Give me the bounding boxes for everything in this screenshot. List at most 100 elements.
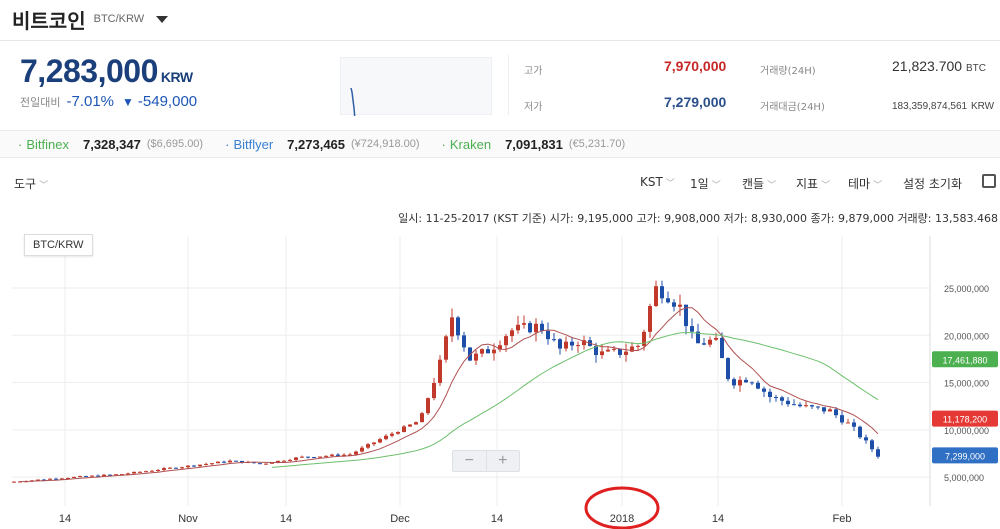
current-price: 7,283,000 KRW [20, 53, 193, 90]
x-tick-label: Dec [390, 513, 410, 525]
candle-body [510, 330, 514, 337]
chart-svg[interactable]: 14 Nov 14 Dec 14 2018 14 Feb 5,000,000 10,000,000… [0, 226, 1000, 529]
candle-body [486, 349, 490, 354]
candle-body [96, 475, 100, 477]
candle-body [852, 422, 856, 427]
coin-select-dropdown[interactable] [156, 15, 169, 23]
candle-body [822, 407, 826, 412]
price-tag-label: 7,299,000 [945, 451, 985, 461]
candle-body [210, 463, 214, 465]
candle-body [396, 432, 400, 434]
zoom-control: − + [452, 450, 520, 472]
candle-body [408, 424, 412, 427]
price-panel: 7,283,000 KRW 전일대비 -7.01% ▼ -549,000 고가 7… [0, 40, 1000, 121]
price-tag [932, 410, 998, 427]
indicator-menu[interactable]: 지표 ﹀ [796, 175, 830, 192]
exchange-name: Kraken [449, 136, 492, 152]
highlight-circle [584, 486, 660, 529]
candle-body [570, 341, 574, 346]
candle-body [360, 447, 364, 452]
candle-body [78, 476, 82, 478]
candle-body [174, 467, 178, 469]
candle-body [420, 413, 424, 423]
candle-body [264, 463, 268, 465]
high-label-text: 고가 [524, 66, 543, 77]
candle-body [702, 343, 706, 345]
candle-body [306, 456, 310, 458]
candle-body [426, 398, 430, 414]
candle-body [756, 382, 760, 389]
candle-body [384, 435, 388, 440]
chevron-down-icon: ﹀ [767, 181, 777, 191]
value-label: 거래대금(24H) [760, 97, 825, 113]
timezone-select[interactable]: KST ﹀ [640, 175, 675, 189]
theme-label: 테마 [848, 177, 871, 191]
current-price-unit: KRW [160, 69, 193, 85]
y-tick-label: 20,000,000 [944, 331, 989, 341]
candle-body [624, 351, 628, 355]
candle-body [48, 478, 52, 480]
candle-body [630, 346, 634, 352]
candle-body [414, 422, 418, 425]
chart-type-select[interactable]: 캔들 ﹀ [742, 175, 776, 192]
y-tick-label: 15,000,000 [944, 379, 989, 389]
fullscreen-icon[interactable] [982, 174, 996, 188]
trade-value-unit: KRW [970, 101, 995, 112]
candle-body [666, 298, 670, 303]
candle-body [726, 358, 730, 380]
candle-body [780, 397, 784, 401]
interval-select[interactable]: 1일 ﹀ [690, 175, 721, 192]
exchange-bitfinex[interactable]: · Bitfinex 7,328,347 ($6,695.00) [18, 137, 203, 152]
candle-body [282, 460, 286, 462]
candle-body [126, 473, 130, 475]
candle-body [336, 454, 340, 456]
price-chart[interactable]: 14 Nov 14 Dec 14 2018 14 Feb 5,000,000 10,000,000… [0, 226, 1000, 529]
candle-body [552, 339, 556, 341]
reset-settings-button[interactable]: 설정 초기화 [903, 177, 963, 191]
candle-body [228, 460, 232, 463]
candle-body [108, 474, 112, 476]
divider [508, 55, 509, 115]
zoom-out-button[interactable]: − [453, 451, 487, 471]
price-tag-label: 11,178,200 [943, 415, 987, 425]
candle-body [516, 324, 520, 331]
candle-body [90, 475, 94, 477]
candle-body [576, 345, 580, 347]
interval-label: 1일 [690, 177, 709, 191]
candle-body [72, 476, 76, 478]
candle-body [642, 331, 646, 346]
exchange-bitflyer[interactable]: · Bitflyer 7,273,465 (¥724,918.00) [225, 137, 419, 152]
candle-body [792, 404, 796, 406]
candle-body [582, 340, 586, 346]
chart-legend: BTC/KRW [24, 234, 93, 256]
moving-average-long [271, 332, 879, 468]
candle-body [660, 286, 664, 299]
candle-body [324, 455, 328, 457]
candle-body [348, 454, 352, 456]
candle-body [672, 302, 676, 307]
trade-value: 183,359,874,561 KRW [892, 96, 994, 112]
theme-menu[interactable]: 테마 ﹀ [848, 175, 882, 192]
exchange-price: 7,328,347 [82, 136, 141, 152]
candle-body [54, 478, 58, 480]
y-tick-label: 5,000,000 [944, 473, 984, 483]
candle-body [372, 442, 376, 445]
zoom-in-button[interactable]: + [498, 452, 508, 469]
sparkline-svg [350, 87, 356, 121]
exchange-price: 7,091,831 [505, 136, 563, 152]
chart-toolbar: 도구 ﹀ KST ﹀ 1일 ﹀ 캔들 ﹀ 지표 ﹀ 테마 ﹀ 설정 초기화 [0, 170, 1000, 196]
candle-body [330, 454, 334, 456]
exchange-kraken[interactable]: · Kraken 7,091,831 (€5,231.70) [442, 137, 626, 152]
x-tick-label: 14 [280, 513, 292, 525]
candle-body [222, 461, 226, 463]
candle-body [840, 415, 844, 423]
candle-body [216, 461, 220, 464]
tools-menu[interactable]: 도구 ﹀ [14, 175, 48, 192]
candle-body [474, 353, 478, 361]
candle-body [138, 471, 142, 473]
price-tag-label: 17,461,880 [942, 355, 987, 365]
ohlc-info: 일시: 11-25-2017 (KST 기준) 시가: 9,195,000 고가… [398, 212, 998, 225]
candle-body [144, 471, 148, 473]
moving-average-short [19, 307, 879, 483]
x-tick-label: 14 [59, 513, 71, 525]
